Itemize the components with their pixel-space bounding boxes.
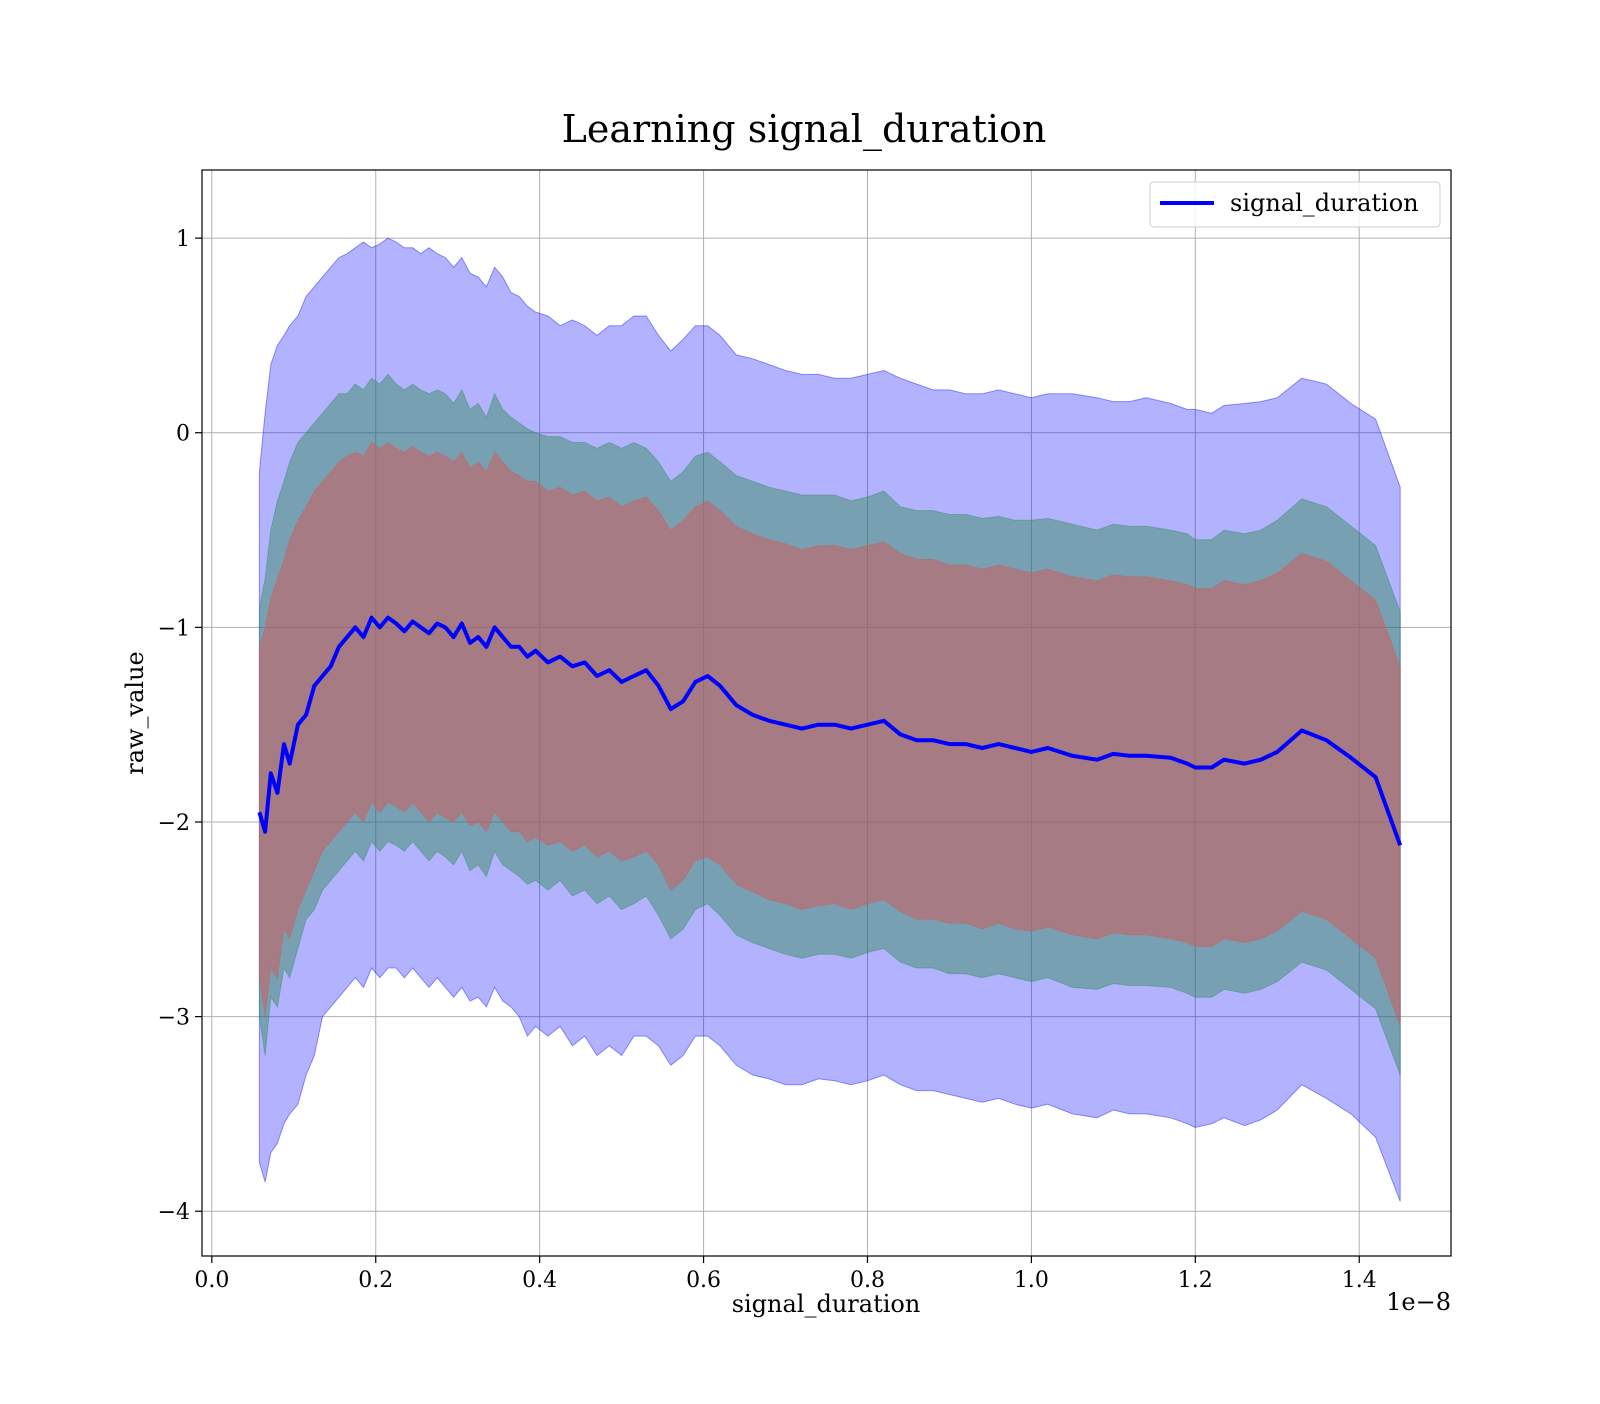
x-axis-label: signal_duration [732,1290,921,1318]
plot-frame [201,169,1452,1257]
y-axis-ticks: 1 0 −1 −2 −3 −4 [158,227,202,1225]
y-tick-label: −3 [158,1006,190,1031]
x-tick-label: 1.0 [1014,1268,1049,1293]
x-tick-label: 0.2 [358,1268,393,1293]
y-axis-label: raw_value [121,651,149,775]
legend-label-signal-duration: signal_duration [1230,189,1419,217]
x-tick-label: 0.4 [522,1268,557,1293]
y-tick-label: 0 [176,422,190,447]
y-tick-label: −2 [158,811,190,836]
x-tick-label: 1.4 [1342,1268,1377,1293]
chart-title: Learning signal_duration [562,107,1047,152]
line-layer [257,615,1403,846]
x-axis-offset-label: 1e−8 [1386,1288,1451,1316]
x-tick-label: 1.2 [1178,1268,1213,1293]
series-line-signal-duration [257,615,1403,846]
y-tick-label: −1 [158,616,190,641]
y-tick-label: −4 [158,1200,190,1225]
confidence-band-inner [258,441,1401,1027]
x-axis-ticks: 0.0 0.2 0.4 0.6 0.8 1.0 1.2 1.4 [194,1256,1377,1293]
x-tick-label: 0.8 [850,1268,885,1293]
legend: signal_duration [1149,181,1441,228]
legend-box [1149,181,1441,228]
x-tick-label: 0.0 [194,1268,229,1293]
x-tick-label: 0.6 [686,1268,721,1293]
y-tick-label: 1 [176,227,190,252]
